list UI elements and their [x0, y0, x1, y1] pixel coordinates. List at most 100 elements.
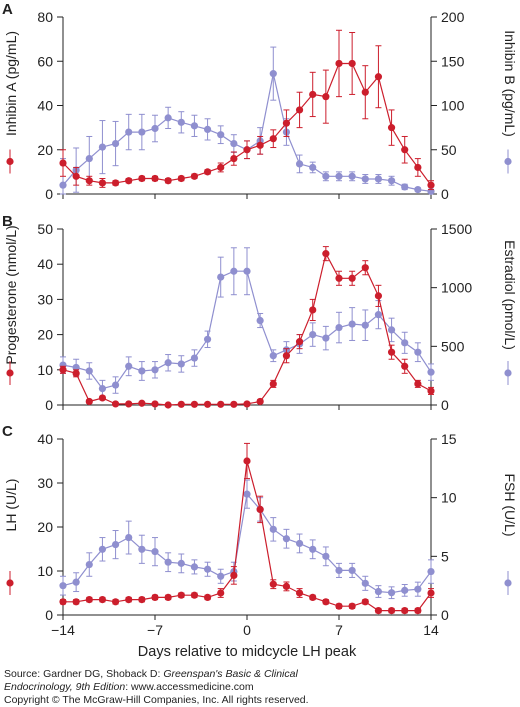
series-left [59, 29, 435, 191]
data-point [217, 273, 225, 281]
data-point [295, 539, 304, 548]
data-point [151, 174, 159, 183]
data-point [217, 163, 225, 172]
right-legend-marker [504, 579, 512, 587]
data-point [59, 181, 67, 189]
data-point [401, 586, 409, 594]
left-axis-title: LH (U/L) [3, 479, 19, 532]
data-point [401, 362, 409, 370]
x-axis-title: Days relative to midcycle LH peak [138, 644, 357, 660]
left-tick-label: 40 [37, 98, 53, 114]
data-point [269, 70, 277, 78]
data-point [387, 348, 396, 356]
copyright-text: Copyright © The McGraw-Hill Companies, I… [4, 694, 309, 706]
data-point [335, 59, 343, 68]
data-point [387, 326, 396, 334]
left-tick-label: 30 [37, 475, 53, 491]
data-point [98, 384, 107, 393]
data-point [72, 578, 80, 586]
data-point [322, 93, 330, 101]
data-point [374, 73, 383, 81]
data-point [401, 339, 409, 347]
data-point [190, 354, 199, 362]
data-point [111, 400, 120, 408]
data-point [151, 593, 159, 602]
data-point [177, 118, 185, 126]
data-point [243, 400, 251, 408]
data-point [335, 323, 343, 332]
x-tick-label: 14 [423, 622, 439, 638]
data-point [361, 579, 369, 587]
data-point [427, 181, 435, 189]
data-point [335, 274, 343, 282]
data-point [203, 593, 212, 602]
left-axis-title: Inhibin A (pg/mL) [3, 31, 19, 136]
data-point [164, 593, 172, 602]
left-legend-marker [6, 369, 14, 377]
right-tick-label: 15 [441, 431, 457, 447]
data-point [177, 559, 185, 567]
data-point [243, 490, 251, 498]
x-tick-label: 0 [243, 622, 251, 638]
data-point [85, 155, 93, 163]
data-point [151, 124, 159, 133]
data-point [203, 168, 212, 176]
data-point [361, 598, 369, 606]
data-point [361, 175, 369, 183]
data-point [138, 596, 146, 604]
data-point [111, 179, 120, 187]
data-point [85, 560, 93, 569]
left-tick-label: 20 [37, 142, 53, 158]
data-point [177, 174, 185, 183]
data-point [309, 306, 317, 314]
data-point [387, 177, 396, 185]
left-tick-label: 10 [37, 563, 53, 579]
data-point [269, 580, 277, 588]
left-axis-title: Progesterone (nmol/L) [3, 225, 19, 364]
left-tick-label: 30 [37, 291, 53, 307]
data-point [374, 587, 383, 596]
right-axis-title: Inhibin B (pg/mL) [502, 30, 518, 137]
right-tick-label: 5 [441, 548, 449, 564]
data-point [98, 545, 107, 553]
data-point [59, 598, 67, 606]
data-point [348, 59, 356, 68]
data-point [125, 400, 133, 408]
data-point [374, 607, 383, 615]
data-point [164, 114, 172, 122]
data-point [85, 177, 93, 185]
data-point [414, 163, 422, 172]
data-point [295, 160, 304, 168]
data-point [217, 400, 225, 408]
right-legend-marker [504, 369, 512, 377]
data-point [256, 397, 264, 406]
source-line-1: Source: Gardner DG, Shoback D: Greenspan… [4, 668, 298, 681]
right-tick-label: 0 [441, 397, 449, 413]
data-point [309, 331, 317, 339]
data-point [138, 174, 146, 183]
data-point [217, 131, 225, 139]
data-point [138, 128, 146, 136]
data-point [151, 366, 159, 374]
left-tick-label: 40 [37, 256, 53, 272]
data-point [414, 585, 422, 593]
data-point [335, 172, 343, 180]
panel-c: C 0 10 20 30 40 0 5 10 15 LH (U/L) FSH (U/L) [2, 423, 518, 623]
right-tick-label: 50 [441, 142, 457, 158]
data-point [322, 552, 330, 560]
data-point [309, 593, 317, 602]
data-point [190, 122, 199, 130]
series-line [62, 73, 432, 192]
data-point [217, 572, 225, 580]
data-point [309, 163, 317, 172]
data-point [414, 348, 422, 356]
data-point [427, 589, 435, 597]
series-left [59, 246, 435, 409]
panel-label: C [2, 423, 13, 440]
data-point [387, 589, 396, 597]
x-tick-label: 7 [335, 622, 343, 638]
data-point [125, 596, 133, 604]
data-point [322, 334, 330, 342]
left-tick-label: 10 [37, 362, 53, 378]
